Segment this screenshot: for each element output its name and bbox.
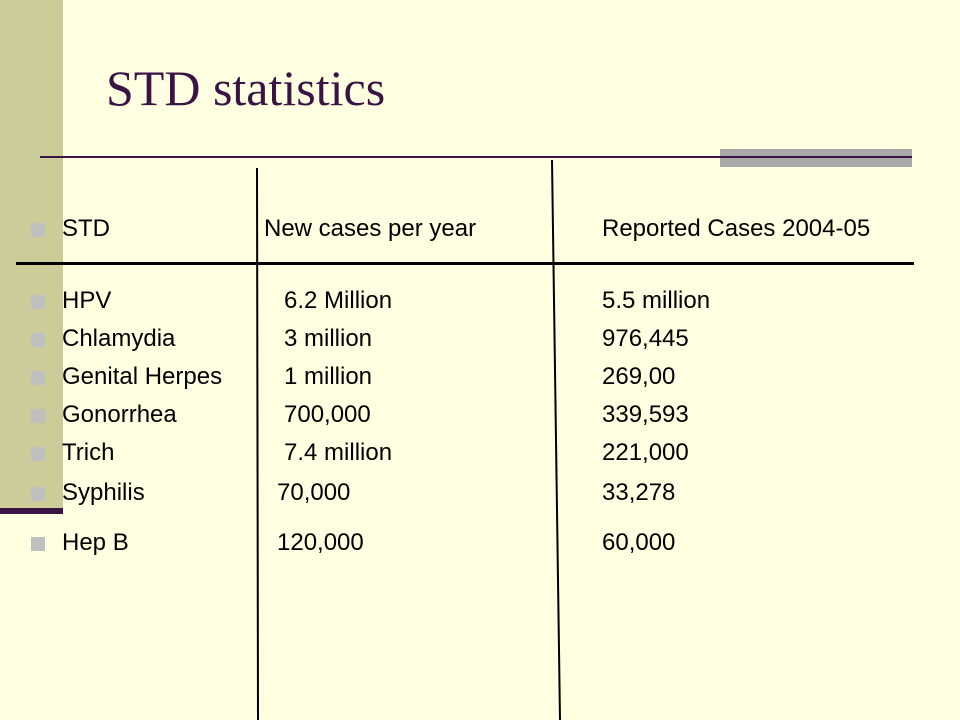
slide-title: STD statistics — [106, 60, 386, 116]
row-std: Syphilis — [62, 479, 145, 506]
row-std: Trich — [62, 439, 115, 466]
column-divider-2 — [551, 159, 561, 720]
row-reported-cases: 221,000 — [602, 439, 689, 466]
table-row: Genital Herpes 1 million 269,00 — [0, 360, 960, 396]
row-new-cases: 70,000 — [277, 479, 351, 506]
bullet-icon — [31, 295, 45, 309]
bullet-icon — [31, 223, 45, 237]
header-reported-cases: Reported Cases 2004-05 — [602, 215, 871, 242]
bullet-icon — [31, 333, 45, 347]
row-reported-cases: 339,593 — [602, 401, 689, 428]
row-std: HPV — [62, 287, 112, 314]
bullet-icon — [31, 371, 45, 385]
row-reported-cases: 5.5 million — [602, 287, 711, 314]
header-std: STD — [62, 215, 110, 242]
row-std: Gonorrhea — [62, 401, 177, 428]
table-row: Gonorrhea 700,000 339,593 — [0, 398, 960, 434]
bullet-icon — [31, 537, 45, 551]
row-std: Chlamydia — [62, 325, 176, 352]
row-new-cases: 6.2 Million — [284, 287, 393, 314]
table-row: Chlamydia 3 million 976,445 — [0, 322, 960, 358]
table-row: HPV 6.2 Million 5.5 million — [0, 284, 960, 320]
left-accent-stub — [0, 508, 63, 514]
header-divider — [16, 262, 914, 265]
row-new-cases: 1 million — [284, 363, 373, 390]
bullet-icon — [31, 447, 45, 461]
bullet-icon — [31, 409, 45, 423]
table-header-row: STD New cases per year Reported Cases 20… — [0, 212, 960, 248]
table-row: Syphilis 70,000 33,278 — [0, 476, 960, 512]
row-new-cases: 700,000 — [284, 401, 371, 428]
header-new-cases: New cases per year — [264, 215, 477, 242]
left-accent-bar — [0, 0, 63, 510]
column-divider-1 — [256, 167, 259, 720]
row-reported-cases: 976,445 — [602, 325, 689, 352]
title-divider-accent — [720, 149, 912, 167]
row-new-cases: 120,000 — [277, 529, 364, 556]
row-std: Genital Herpes — [62, 363, 223, 390]
row-reported-cases: 269,00 — [602, 363, 676, 390]
row-new-cases: 7.4 million — [284, 439, 393, 466]
row-reported-cases: 33,278 — [602, 479, 676, 506]
row-std: Hep B — [62, 529, 129, 556]
table-row: Trich 7.4 million 221,000 — [0, 436, 960, 472]
bullet-icon — [31, 487, 45, 501]
title-divider — [40, 156, 912, 158]
row-new-cases: 3 million — [284, 325, 373, 352]
table-row: Hep B 120,000 60,000 — [0, 526, 960, 562]
row-reported-cases: 60,000 — [602, 529, 676, 556]
